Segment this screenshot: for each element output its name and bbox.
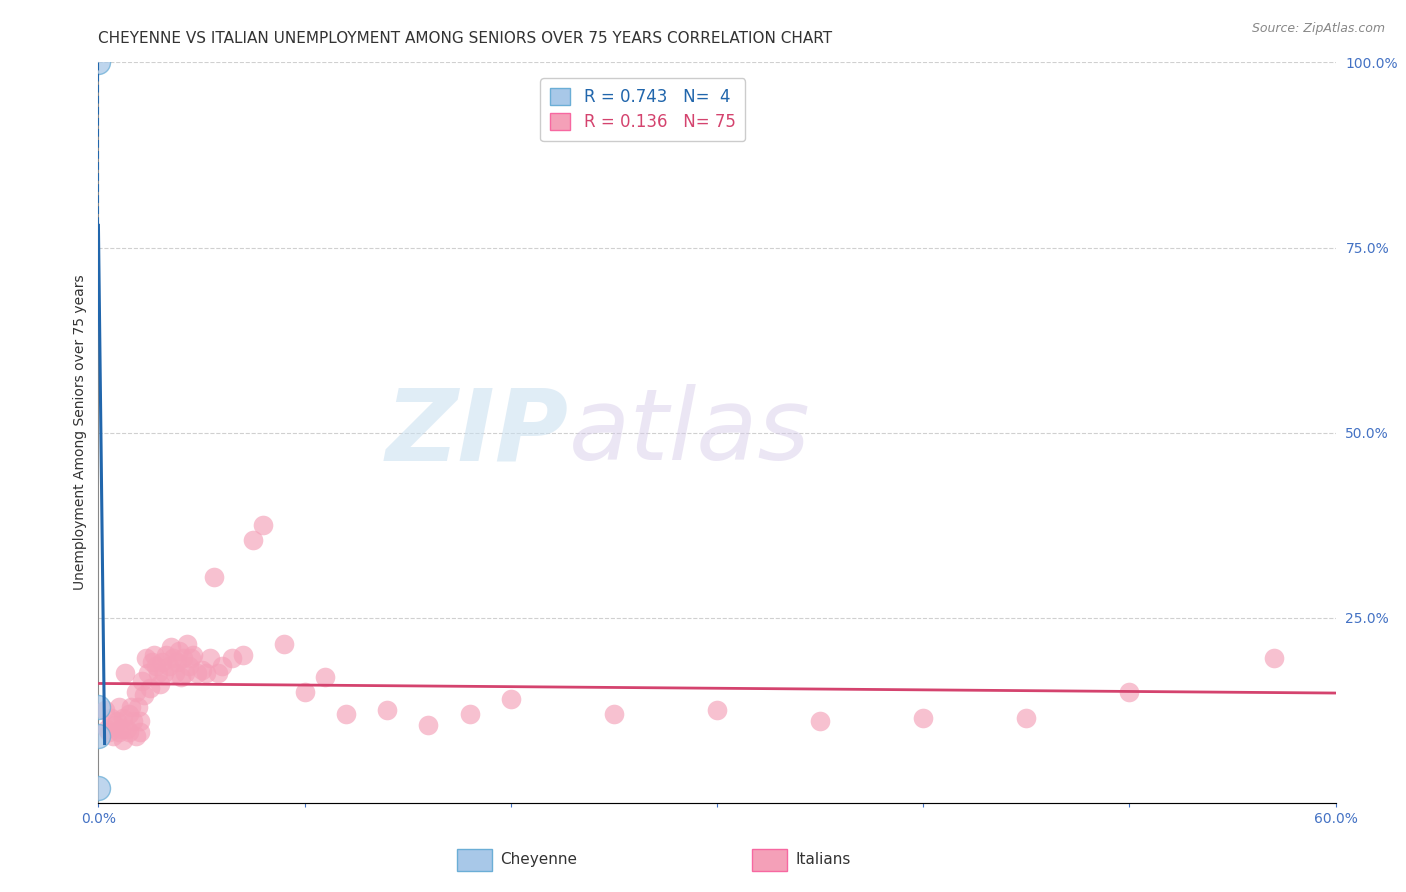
Point [155, 648, 177, 662]
Point [118, 725, 141, 739]
Point [108, 699, 131, 714]
Point [101, 729, 124, 743]
Point [124, 729, 146, 743]
Text: Source: ZipAtlas.com: Source: ZipAtlas.com [1251, 22, 1385, 36]
Point [273, 637, 295, 651]
Point [181, 648, 204, 662]
Point [118, 706, 141, 721]
Point [87, 780, 110, 795]
Point [190, 663, 212, 677]
Point [122, 714, 145, 729]
Point [314, 670, 336, 684]
Point [157, 658, 180, 673]
Point [194, 666, 217, 681]
Point [198, 651, 221, 665]
Point [375, 703, 398, 717]
Point [131, 673, 153, 688]
Point [149, 677, 172, 691]
Point [117, 722, 139, 736]
FancyBboxPatch shape [752, 849, 787, 871]
Point [294, 685, 316, 699]
Point [174, 666, 197, 681]
Point [418, 718, 440, 732]
Point [112, 711, 135, 725]
Point [202, 570, 225, 584]
Point [242, 533, 264, 547]
Point [603, 706, 626, 721]
FancyBboxPatch shape [457, 849, 492, 871]
Point [162, 651, 184, 665]
Point [499, 692, 522, 706]
Point [132, 689, 155, 703]
Point [124, 685, 146, 699]
Point [153, 666, 176, 681]
Point [176, 637, 198, 651]
Point [87, 729, 110, 743]
Point [120, 699, 142, 714]
Point [143, 648, 166, 662]
Point [108, 725, 131, 739]
Point [706, 703, 728, 717]
Point [150, 655, 173, 669]
Point [1015, 711, 1038, 725]
Point [87, 55, 110, 70]
Point [128, 714, 150, 729]
Point [128, 725, 150, 739]
Text: CHEYENNE VS ITALIAN UNEMPLOYMENT AMONG SENIORS OVER 75 YEARS CORRELATION CHART: CHEYENNE VS ITALIAN UNEMPLOYMENT AMONG S… [98, 31, 832, 46]
Text: ZIP: ZIP [385, 384, 568, 481]
Point [114, 666, 136, 681]
Point [335, 706, 357, 721]
Point [252, 518, 274, 533]
Point [93, 703, 115, 717]
Point [180, 651, 202, 665]
Point [1118, 685, 1140, 699]
Point [145, 658, 167, 673]
Point [96, 722, 118, 736]
Point [87, 699, 110, 714]
Legend: R = 0.743   N=  4, R = 0.136   N= 75: R = 0.743 N= 4, R = 0.136 N= 75 [540, 78, 745, 141]
Point [186, 666, 208, 681]
Point [136, 666, 159, 681]
Text: Italians: Italians [796, 853, 851, 867]
Point [808, 714, 831, 729]
Point [1263, 651, 1285, 665]
Point [100, 711, 122, 725]
Point [112, 732, 135, 747]
Y-axis label: Unemployment Among Seniors over 75 years: Unemployment Among Seniors over 75 years [73, 275, 87, 591]
Point [159, 640, 181, 655]
Point [207, 666, 229, 681]
Point [110, 722, 132, 736]
Point [97, 725, 120, 739]
Text: Cheyenne: Cheyenne [501, 853, 578, 867]
Point [105, 714, 128, 729]
Point [232, 648, 254, 662]
Point [148, 666, 170, 681]
Point [167, 644, 190, 658]
Text: atlas: atlas [568, 384, 810, 481]
Point [211, 658, 233, 673]
Point [135, 651, 157, 665]
Point [170, 670, 193, 684]
Point [166, 655, 188, 669]
Point [127, 699, 149, 714]
Point [179, 658, 201, 673]
Point [141, 655, 163, 669]
Point [221, 651, 243, 665]
Point [172, 651, 194, 665]
Point [912, 711, 935, 725]
Point [163, 666, 186, 681]
Point [104, 718, 127, 732]
Point [458, 706, 481, 721]
Point [139, 681, 162, 695]
